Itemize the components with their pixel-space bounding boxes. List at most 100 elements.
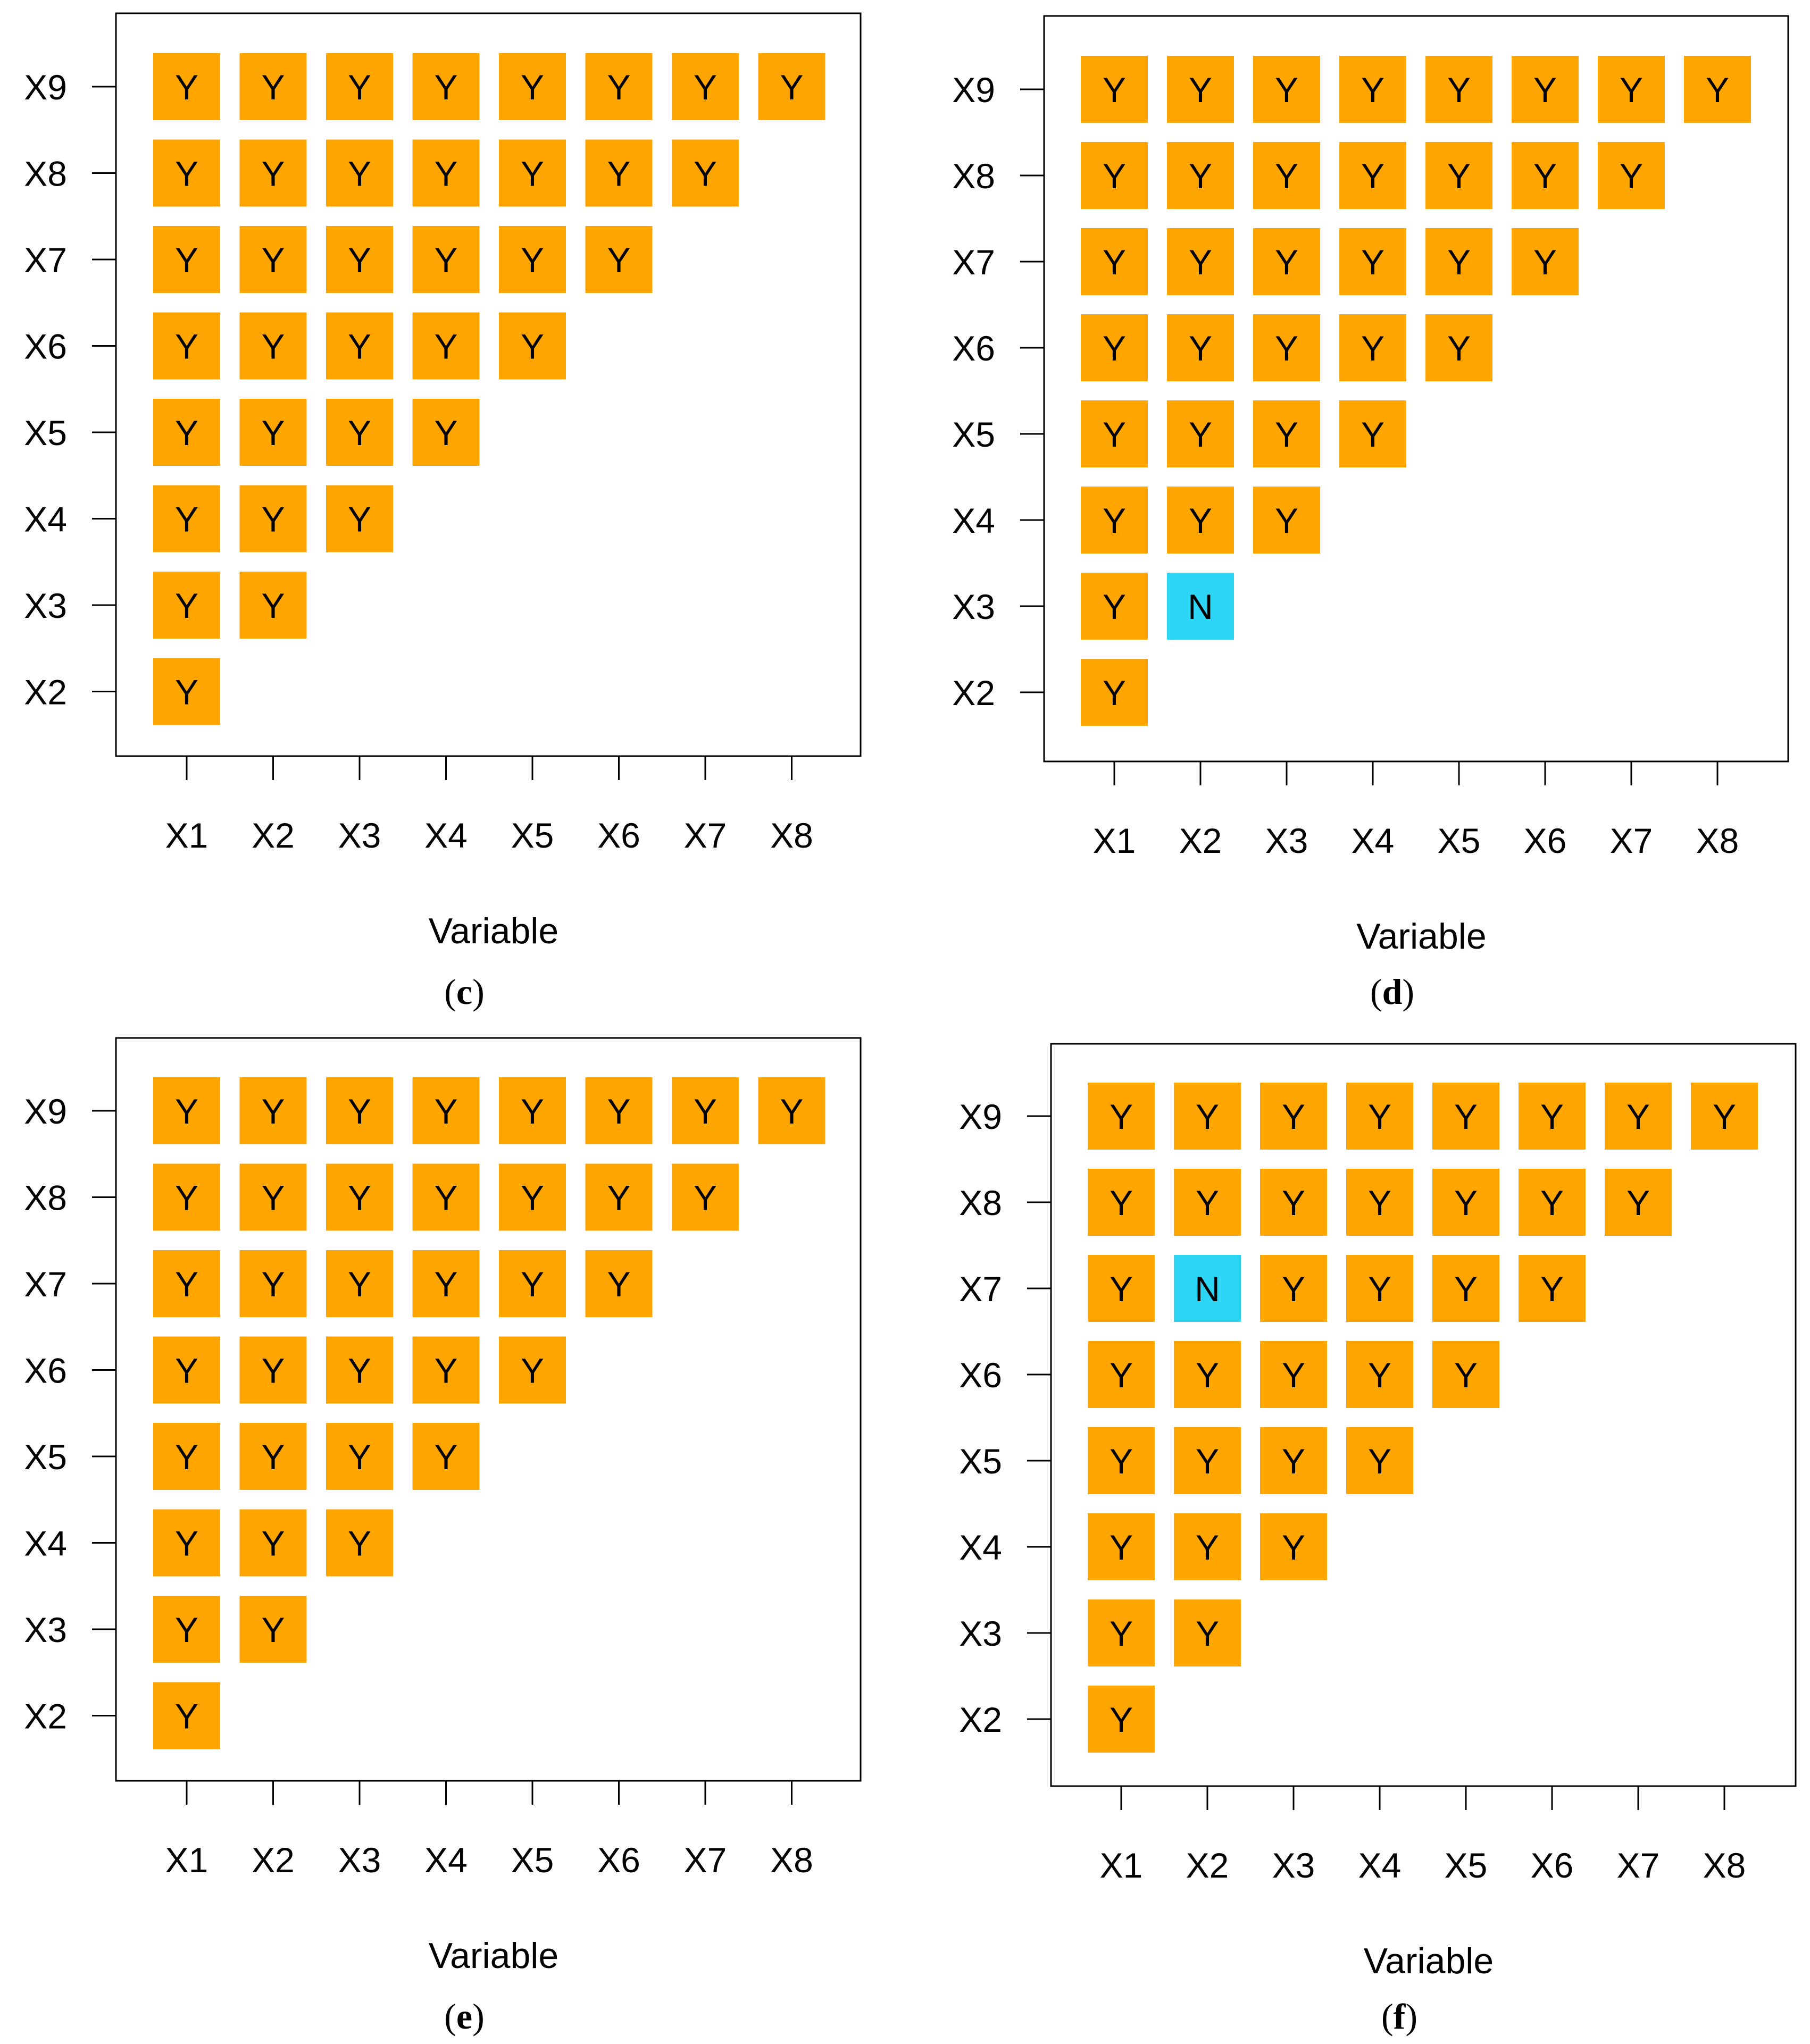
- cell-value-X4-X5: Y: [1368, 1442, 1391, 1481]
- cell-value-X1-X5: Y: [175, 1437, 198, 1477]
- cell-X3-X5: [326, 1423, 393, 1490]
- y-tick-label: X5: [959, 1442, 1002, 1481]
- cell-value-X1-X6: Y: [1103, 329, 1126, 368]
- cell-value-X2-X6: Y: [261, 327, 285, 366]
- cell-X6-X7: [1519, 1255, 1586, 1322]
- cell-X3-X6: [1260, 1341, 1327, 1408]
- cell-value-X2-X9: Y: [261, 68, 285, 107]
- y-tick-label: X7: [24, 1264, 67, 1304]
- cell-value-X3-X4: Y: [1275, 501, 1298, 540]
- cell-value-X2-X7: Y: [261, 240, 285, 280]
- y-tick-label: X9: [24, 68, 67, 107]
- cell-value-X3-X4: Y: [348, 1524, 371, 1563]
- x-tick-label: X7: [684, 816, 727, 855]
- cell-value-X6-X8: Y: [607, 154, 630, 194]
- cell-value-X5-X9: Y: [1447, 70, 1471, 110]
- cell-value-X3-X7: Y: [1275, 242, 1298, 282]
- panel-f: Y Y Y Y Y Y Y Y Y Y Y Y Y Y Y Y N Y Y Y Y Y Y Y Y Y Y Y Y Y Y Y Y Y Y Y X1 X2…: [959, 1043, 1797, 2037]
- cell-X1-X7: [153, 1250, 220, 1317]
- cell-X3-X8: [1260, 1169, 1327, 1236]
- cell-value-X1-X5: Y: [175, 413, 198, 453]
- cell-value-X4-X7: Y: [434, 240, 457, 280]
- cell-X2-X4: [1167, 487, 1234, 554]
- cell-value-X5-X9: Y: [1454, 1097, 1478, 1136]
- cell-X7-X8: [1598, 142, 1665, 209]
- cell-X2-X8: [1167, 142, 1234, 209]
- cell-value-X4-X7: Y: [1361, 242, 1384, 282]
- cell-value-X2-X9: Y: [1196, 1097, 1219, 1136]
- cell-value-X6-X7: Y: [607, 240, 630, 280]
- y-tick-label: X4: [952, 501, 995, 540]
- x-tick-label: X8: [1703, 1846, 1746, 1885]
- panel-caption: (c): [444, 971, 485, 1012]
- cell-X2-X7: [239, 226, 307, 293]
- x-tick-label: X4: [424, 1840, 468, 1880]
- cell-value-X3-X8: Y: [1275, 156, 1298, 196]
- y-tick-label: X3: [24, 586, 67, 625]
- cell-X2-X9: [239, 53, 307, 120]
- cell-value-X6-X7: Y: [607, 1264, 630, 1304]
- cell-value-X8-X9: Y: [780, 68, 803, 107]
- cell-X2-X3: [239, 572, 307, 639]
- cell-value-X2-X6: Y: [261, 1351, 285, 1390]
- x-tick-label: X1: [1093, 821, 1136, 860]
- cell-value-X4-X9: Y: [434, 68, 457, 107]
- cell-X1-X9: [153, 1077, 220, 1144]
- cell-X5-X6: [1432, 1341, 1499, 1408]
- cell-value-X4-X8: Y: [434, 1178, 457, 1218]
- x-axis-title: Variable: [429, 1936, 558, 1976]
- cell-value-X2-X4: Y: [1189, 501, 1212, 540]
- cell-value-X6-X9: Y: [1533, 70, 1557, 110]
- cell-X5-X7: [499, 226, 566, 293]
- cell-value-X3-X4: Y: [1282, 1528, 1305, 1567]
- cell-value-X4-X6: Y: [434, 327, 457, 366]
- cell-X4-X9: [412, 1077, 480, 1144]
- cell-X3-X7: [1253, 228, 1320, 295]
- cell-X1-X8: [153, 139, 220, 207]
- cell-X3-X4: [326, 1509, 393, 1577]
- cell-value-X7-X8: Y: [694, 1178, 717, 1218]
- cell-value-X2-X4: Y: [261, 1524, 285, 1563]
- cell-value-X3-X7: Y: [348, 240, 371, 280]
- cell-X2-X8: [1174, 1169, 1241, 1236]
- cell-value-X4-X7: Y: [434, 1264, 457, 1304]
- panel-d: Y Y Y Y Y Y Y Y Y Y Y Y Y Y Y Y Y Y Y Y Y Y Y Y Y Y Y Y Y Y Y Y Y Y N Y X1 X2…: [952, 15, 1789, 1012]
- y-tick-label: X4: [24, 500, 67, 539]
- cell-X1-X2: [1088, 1686, 1155, 1753]
- cell-X7-X9: [672, 1077, 739, 1144]
- cell-X8-X9: [1691, 1083, 1758, 1150]
- cell-X4-X5: [1346, 1427, 1413, 1494]
- y-tick-label: X6: [24, 1351, 67, 1390]
- cell-X1-X8: [153, 1163, 220, 1231]
- cell-value-X1-X9: Y: [175, 68, 198, 107]
- x-tick-label: X5: [1445, 1846, 1488, 1885]
- cell-X4-X6: [1339, 314, 1406, 381]
- cell-value-X1-X6: Y: [1110, 1355, 1133, 1395]
- plot-frame: [1050, 1043, 1797, 1787]
- x-axis-title: Variable: [429, 911, 558, 951]
- plot-frame: [115, 1037, 862, 1782]
- cell-value-X2-X3: Y: [261, 1610, 285, 1649]
- cell-X1-X7: [153, 226, 220, 293]
- cell-value-X3-X6: Y: [1275, 329, 1298, 368]
- cell-X4-X5: [412, 1423, 480, 1490]
- y-tick-label: X5: [24, 1437, 67, 1477]
- cell-X6-X8: [1512, 142, 1579, 209]
- cell-X1-X2: [1081, 659, 1148, 726]
- cell-X5-X6: [1425, 314, 1492, 381]
- cell-X2-X7: [1167, 228, 1234, 295]
- cell-value-X2-X5: Y: [1189, 415, 1212, 454]
- cell-value-X2-X5: Y: [1196, 1442, 1219, 1481]
- cell-value-X5-X8: Y: [1447, 156, 1471, 196]
- cell-value-X3-X5: Y: [1275, 415, 1298, 454]
- cell-value-X1-X7: Y: [175, 240, 198, 280]
- cell-X5-X9: [499, 53, 566, 120]
- cell-value-X2-X4: Y: [261, 500, 285, 539]
- y-tick-label: X9: [952, 70, 995, 110]
- cell-X4-X7: [412, 1250, 480, 1317]
- y-tick-label: X8: [24, 1178, 67, 1218]
- cell-X4-X5: [412, 399, 480, 466]
- y-tick-label: X2: [959, 1700, 1002, 1739]
- cell-X2-X5: [1174, 1427, 1241, 1494]
- cell-value-X5-X6: Y: [1447, 329, 1471, 368]
